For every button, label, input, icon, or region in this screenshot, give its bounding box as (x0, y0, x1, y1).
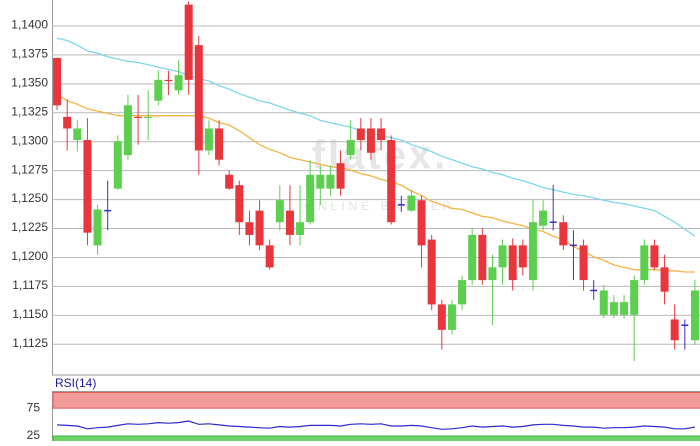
candle-body (620, 302, 628, 315)
main-panel (53, 0, 700, 375)
candle-body (468, 235, 476, 280)
candle-body (357, 128, 365, 140)
candle-body (377, 128, 385, 140)
rsi-title: RSI(14) (55, 376, 96, 390)
candle-body (337, 163, 345, 188)
candle-body (185, 5, 193, 80)
candle-body (245, 222, 253, 235)
candle-body (407, 196, 415, 211)
candle-body (215, 128, 223, 159)
candle-body (266, 245, 274, 267)
candle-body (235, 185, 243, 222)
candle-body (650, 245, 658, 267)
y-tick-label: 1,1175 (12, 278, 48, 292)
candle-body (448, 304, 456, 329)
candle-body (63, 117, 71, 129)
candle-body (276, 200, 284, 222)
candle-body (580, 245, 588, 280)
candle-body (154, 80, 162, 101)
candle-body (164, 80, 172, 81)
candle-body (306, 175, 314, 222)
candle-body (519, 245, 527, 267)
candle-body (499, 245, 507, 267)
y-tick-label: 1,1200 (11, 249, 48, 263)
y-tick-label: 1,1250 (11, 191, 48, 205)
candle-body (286, 211, 294, 235)
y-tick-label: 1,1350 (11, 76, 48, 90)
candle-body (175, 75, 183, 90)
candle-body (600, 291, 608, 315)
candle-body (83, 140, 91, 233)
candle-body (661, 267, 669, 291)
candle-body (671, 319, 679, 340)
candle-body (114, 141, 122, 188)
candle-body (296, 222, 304, 235)
candle-body (316, 175, 324, 189)
candle-body (559, 222, 567, 245)
candle-body (367, 128, 375, 152)
y-tick-label: 1,1275 (11, 162, 48, 176)
candle-body (539, 211, 547, 226)
candle-body (529, 222, 537, 280)
candle-body (205, 128, 213, 150)
candle-body (438, 304, 446, 329)
candle-body (509, 245, 517, 280)
candle-body (387, 140, 395, 222)
y-tick-label: 1,1375 (11, 47, 48, 61)
y-tick-label: 1,1400 (11, 18, 48, 32)
candle-body (195, 45, 203, 150)
candle-body (94, 209, 102, 245)
candle-body (418, 200, 426, 245)
candle-body (691, 291, 699, 341)
candle-body (640, 245, 648, 280)
candle-body (73, 128, 81, 140)
candle-body (225, 175, 233, 189)
candle-body (478, 235, 486, 280)
candle-body (53, 58, 61, 105)
y-tick-label: 1,1325 (11, 104, 48, 118)
y-tick-label: 1,1125 (12, 336, 48, 350)
y-tick-label: 1,1225 (11, 220, 48, 234)
y-tick-label: 25 (27, 428, 41, 441)
candle-body (124, 105, 132, 155)
candle-body (326, 175, 334, 189)
candle-body (610, 302, 618, 315)
candle-body (488, 267, 496, 280)
y-tick-label: 1,1150 (12, 307, 48, 321)
y-tick-label: 75 (27, 400, 41, 414)
candle-body (347, 140, 355, 155)
y-tick-label: 1,1300 (11, 133, 48, 147)
candle-body (256, 211, 264, 246)
candle-body (144, 117, 152, 118)
overbought-band (53, 393, 700, 409)
oversold-band (53, 436, 700, 441)
candle-body (134, 117, 142, 118)
candle-body (630, 280, 638, 315)
candle-body (458, 280, 466, 304)
candle-body (428, 240, 436, 305)
